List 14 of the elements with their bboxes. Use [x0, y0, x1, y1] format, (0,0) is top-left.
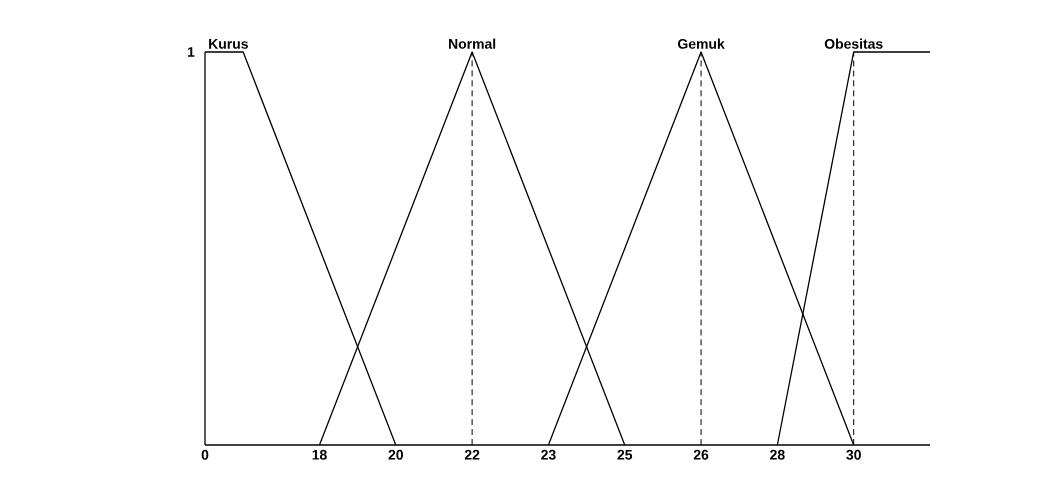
x-tick-label: 0 [201, 449, 209, 460]
x-tick-label: 20 [388, 449, 403, 460]
x-tick-label: 18 [312, 449, 327, 460]
x-tick-label: 25 [617, 449, 633, 460]
x-tick-label: 26 [693, 449, 709, 460]
x-tick-label: 22 [464, 449, 480, 460]
x-tick-label: 30 [846, 449, 861, 460]
series-label: Kurus [209, 39, 248, 49]
series-label: Gemuk [678, 38, 725, 49]
series-label: Normal [449, 38, 496, 49]
text: 1 [187, 47, 195, 57]
x-tick-label: 23 [541, 449, 556, 460]
series-label: Obesitas [824, 38, 883, 49]
x-tick-label: 28 [770, 449, 785, 460]
